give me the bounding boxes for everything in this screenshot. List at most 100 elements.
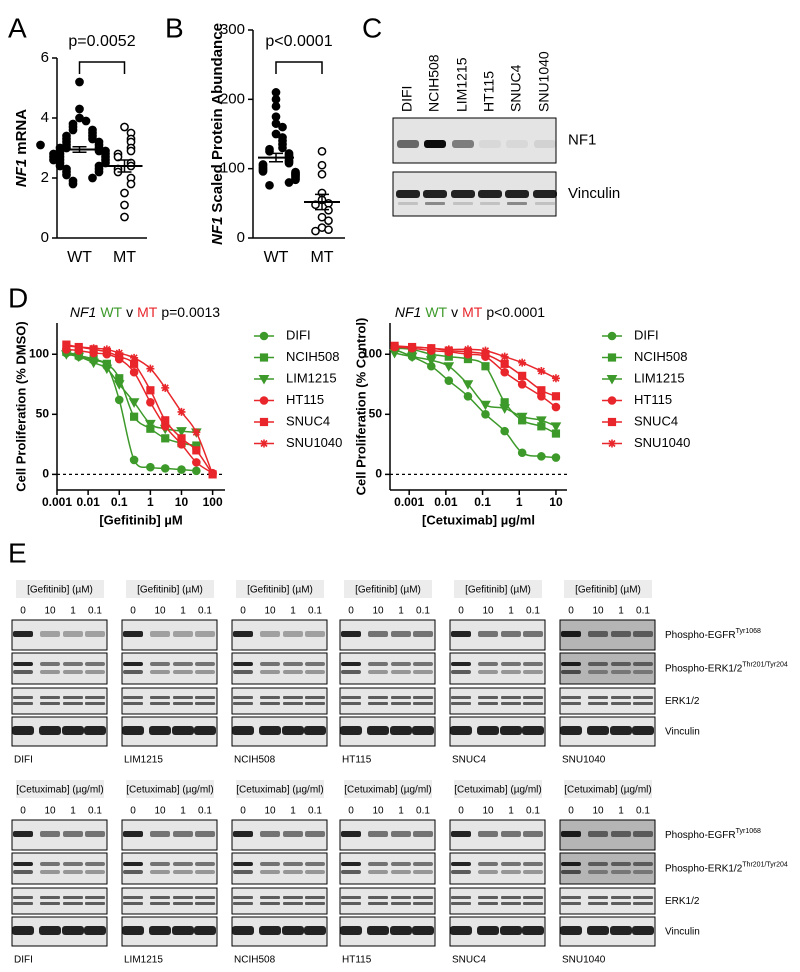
blot-band [413,670,433,674]
label-part: MT [462,304,483,320]
blot-band [451,670,471,674]
composite-label: NF1 Scaled Protein Abundance [209,23,226,245]
blot-band [85,870,105,874]
dose-label: 10 [264,606,276,617]
y-tick-label: 300 [220,21,245,38]
blot-band [341,831,361,837]
marker [518,358,527,367]
x-tick-label: 1 [147,495,154,509]
blot-band [478,831,498,837]
y-tick-label: 100 [362,346,382,360]
blot-band [368,902,388,905]
blot-band [633,862,653,866]
blot-band [85,662,105,666]
marker [481,410,490,419]
blot-band [561,696,581,699]
cell-line-label: SNUC4 [452,755,486,766]
blot-band [478,902,498,905]
blot-band [150,696,170,699]
blot-band [397,140,419,148]
marker [129,412,139,421]
blot-band [523,831,543,837]
blot-band [588,896,608,899]
blot-band [122,726,144,735]
fit-curve [394,346,557,408]
dose-label: 10 [482,806,494,817]
marker [114,395,124,405]
blot-band [123,896,143,899]
data-point [120,122,129,132]
dose-label: 0 [240,606,246,617]
blot-strip [559,887,656,915]
blot-band [13,831,33,837]
y-tick-label: 0 [237,229,245,246]
legend-label: SNU1040 [634,435,690,450]
blot-band [13,670,33,674]
blot-band [63,896,83,899]
blot-band [413,702,433,705]
blot-band [260,662,280,666]
blot-band [425,202,445,205]
data-point [271,119,281,128]
cell-line-label: SNUC4 [452,955,486,966]
blot-band [561,870,581,874]
blot-band [368,831,388,837]
legend-marker [259,353,269,362]
marker [177,465,186,474]
blot-band [232,726,254,735]
blot-band [478,670,498,674]
legend-label: HT115 [286,392,324,407]
blot-band [391,670,411,674]
lane-label: DIFI [399,86,415,112]
blot-band [40,902,60,905]
blot-band [451,896,471,899]
blot-band [478,702,498,705]
blot-strip [449,687,546,715]
marker [551,453,561,462]
data-point [324,216,333,226]
x-axis-label: [Cetuximab] µg/ml [422,512,535,527]
cell-line-label: SNU1040 [562,955,606,966]
marker [146,364,155,373]
fit-curve [66,352,197,472]
blot-band [123,870,143,874]
blot-band [501,631,521,637]
dose-label: 10 [372,806,384,817]
blot-band [633,896,653,899]
blot-band [40,896,60,899]
dose-label: 0 [20,806,26,817]
protein-site: Thr201/Tyr204 [742,861,788,868]
treatment-box [126,780,214,798]
dose-label: 0 [348,806,354,817]
blot-band [560,726,582,735]
annotation: p<0.0001 [265,33,332,50]
treatment-box [454,580,542,598]
composite-label: NF1 mRNA [13,109,30,187]
error-bar [72,146,87,153]
dose-label: 0 [240,806,246,817]
x-axis-label: [Gefitinib] µM [99,512,182,527]
blot-band [39,926,61,935]
fit-curve [394,347,557,435]
protein-name: Phospho-EGFR [665,630,736,641]
marker [89,344,98,353]
dose-label: 1 [180,806,186,817]
marker [161,383,170,392]
blot-band [561,902,581,905]
blot-band [633,702,653,705]
label-part: WT [425,304,447,320]
protein-label: Phospho-ERK1/2Thr201/Tyr204 [665,861,788,874]
panel-label: A [8,12,27,43]
marker [518,371,527,380]
label-part: mRNA [13,109,30,155]
blot-band [150,831,170,837]
blot-band [391,831,411,837]
marker [481,362,490,371]
blot-band [423,190,447,198]
significance-bracket [78,61,126,74]
marker [192,466,201,476]
fit-curve [66,351,197,447]
y-tick-label: 50 [369,406,383,420]
error-bar [269,152,283,163]
blot-band [194,926,216,935]
